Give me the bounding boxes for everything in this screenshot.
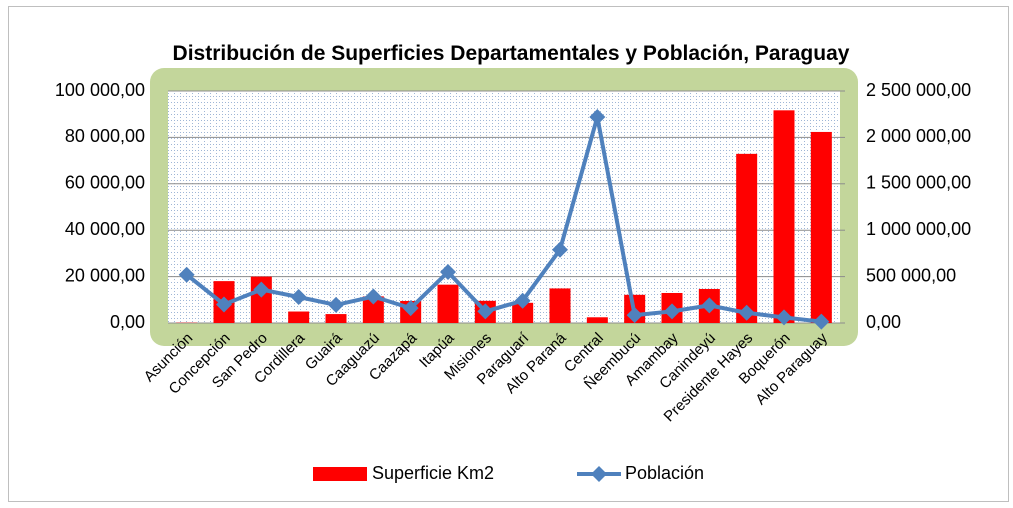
y2-tick-label: 2 000 000,00 — [866, 126, 971, 146]
marker — [216, 296, 232, 313]
y-tick-label: 60 000,00 — [65, 173, 145, 193]
marker — [813, 313, 830, 330]
bar — [362, 296, 384, 323]
bar — [288, 311, 310, 323]
y-tick-label: 40 000,00 — [65, 219, 145, 239]
bar — [773, 110, 795, 324]
marker — [477, 303, 494, 320]
y-tick-label: 80 000,00 — [65, 126, 145, 146]
bar — [512, 302, 534, 323]
marker — [253, 281, 270, 298]
marker — [776, 309, 792, 326]
y2-tick-label: 500 000,00 — [866, 265, 956, 285]
marker — [290, 289, 307, 306]
y-tick-label: 0,00 — [110, 312, 145, 332]
bar — [586, 317, 608, 323]
plot-area — [168, 91, 840, 323]
bar — [736, 153, 758, 323]
marker — [738, 304, 755, 321]
chart-title: Distribución de Superficies Departamenta… — [172, 42, 850, 65]
marker — [328, 296, 344, 313]
y2-tick-label: 0,00 — [866, 312, 901, 332]
marker — [664, 303, 680, 320]
bar — [437, 284, 459, 323]
marker — [589, 108, 606, 125]
marker — [552, 241, 568, 258]
bar — [325, 314, 347, 323]
marker — [701, 297, 718, 314]
marker — [514, 292, 531, 309]
marker — [178, 266, 195, 283]
y2-tick-label: 2 500 000,00 — [866, 80, 971, 100]
legend-swatch — [313, 467, 367, 481]
y-tick-label: 20 000,00 — [65, 265, 145, 285]
marker — [402, 300, 419, 317]
legend-marker — [591, 466, 607, 482]
bar — [810, 131, 832, 323]
marker — [440, 263, 456, 280]
y2-tick-label: 1 000 000,00 — [866, 219, 971, 239]
legend-label: Población — [625, 463, 704, 483]
y-tick-label: 100 000,00 — [55, 80, 145, 100]
legend-label: Superficie Km2 — [372, 463, 494, 483]
y2-tick-label: 1 500 000,00 — [866, 173, 971, 193]
marker — [365, 288, 382, 305]
marker — [626, 307, 643, 324]
bar — [549, 288, 571, 323]
